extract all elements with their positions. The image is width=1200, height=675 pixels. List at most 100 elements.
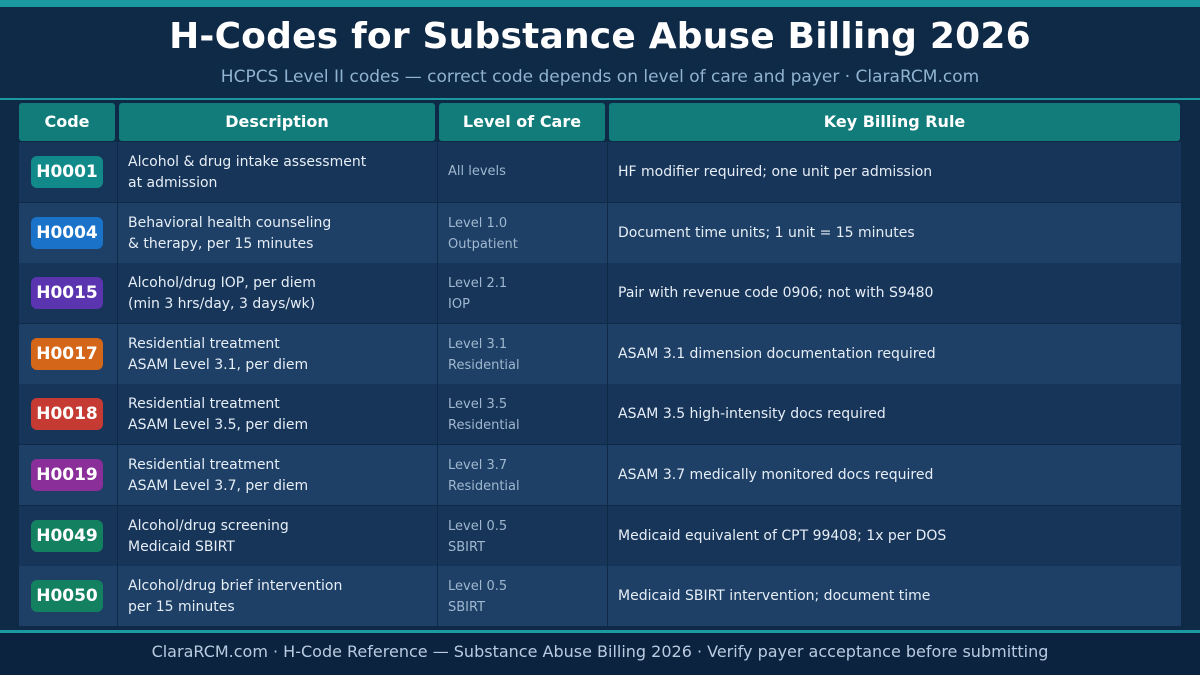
level-line-1: Level 2.1	[448, 276, 508, 291]
description-line-2: ASAM Level 3.1, per diem	[128, 357, 309, 373]
description-cell: Residential treatment ASAM Level 3.1, per…	[128, 334, 428, 376]
table-row: H0018 Residential treatment ASAM Level 3.5…	[19, 384, 1181, 444]
column-separator	[607, 324, 608, 384]
code-badge: H0017	[31, 338, 103, 370]
column-separator	[437, 263, 438, 323]
level-line-2: Residential	[448, 358, 520, 373]
column-separator	[607, 566, 608, 626]
column-separator	[437, 142, 438, 202]
level-of-care-cell: Level 0.5 SBIRT	[448, 576, 598, 618]
table-row: H0001 Alcohol & drug intake assessment at …	[19, 142, 1181, 202]
column-separator	[437, 203, 438, 263]
code-badge: H0001	[31, 156, 103, 188]
column-separator	[607, 506, 608, 566]
code-badge: H0019	[31, 459, 103, 491]
level-of-care-cell: Level 1.0 Outpatient	[448, 213, 598, 255]
footer-divider	[0, 630, 1200, 633]
level-of-care-cell: Level 0.5 SBIRT	[448, 516, 598, 558]
description-line-1: Residential treatment	[128, 336, 280, 352]
column-separator	[117, 506, 118, 566]
code-badge: H0050	[31, 580, 103, 612]
description-line-1: Alcohol/drug brief intervention	[128, 578, 343, 594]
description-cell: Alcohol/drug IOP, per diem (min 3 hrs/day…	[128, 273, 428, 315]
level-of-care-cell: Level 2.1 IOP	[448, 273, 598, 315]
description-line-1: Alcohol/drug screening	[128, 518, 289, 534]
description-cell: Residential treatment ASAM Level 3.5, per…	[128, 394, 428, 436]
table-row: H0017 Residential treatment ASAM Level 3.1…	[19, 324, 1181, 384]
code-badge: H0018	[31, 398, 103, 430]
table-row: H0050 Alcohol/drug brief intervention per …	[19, 566, 1181, 626]
description-line-2: ASAM Level 3.7, per diem	[128, 478, 309, 494]
description-cell: Alcohol & drug intake assessment at admis…	[128, 152, 428, 194]
column-separator	[117, 203, 118, 263]
billing-rule-cell: ASAM 3.1 dimension documentation require…	[618, 346, 936, 362]
column-separator	[117, 566, 118, 626]
description-line-2: per 15 minutes	[128, 599, 235, 615]
level-line-1: Level 0.5	[448, 579, 508, 594]
column-separator	[437, 445, 438, 505]
level-line-2: SBIRT	[448, 540, 486, 555]
level-line-2: IOP	[448, 297, 470, 312]
description-line-2: & therapy, per 15 minutes	[128, 236, 314, 252]
description-line-2: Medicaid SBIRT	[128, 539, 235, 555]
column-separator	[607, 203, 608, 263]
column-separator	[437, 324, 438, 384]
table-row: H0049 Alcohol/drug screening Medicaid SBIR…	[19, 506, 1181, 566]
column-separator	[437, 384, 438, 444]
column-separator	[437, 506, 438, 566]
header-divider	[0, 98, 1200, 100]
description-cell: Residential treatment ASAM Level 3.7, per…	[128, 455, 428, 497]
column-separator	[117, 384, 118, 444]
code-badge: H0049	[31, 520, 103, 552]
table-row: H0004 Behavioral health counseling & thera…	[19, 203, 1181, 263]
top-accent-bar	[0, 0, 1200, 7]
level-line-1: Level 3.1	[448, 337, 508, 352]
description-line-2: ASAM Level 3.5, per diem	[128, 417, 309, 433]
column-separator	[607, 384, 608, 444]
table-row: H0019 Residential treatment ASAM Level 3.7…	[19, 445, 1181, 505]
level-line-2: Outpatient	[448, 237, 518, 252]
billing-rule-cell: ASAM 3.7 medically monitored docs requir…	[618, 467, 934, 483]
level-of-care-cell: Level 3.7 Residential	[448, 455, 598, 497]
level-line-1: Level 3.7	[448, 458, 508, 473]
code-badge: H0015	[31, 277, 103, 309]
column-header-key-billing-rule: Key Billing Rule	[609, 103, 1180, 141]
code-badge: H0004	[31, 217, 103, 249]
billing-rule-cell: Medicaid SBIRT intervention; document ti…	[618, 588, 931, 604]
level-line-1: Level 0.5	[448, 519, 508, 534]
description-line-1: Alcohol & drug intake assessment	[128, 154, 367, 170]
level-of-care-cell: Level 3.1 Residential	[448, 334, 598, 376]
column-separator	[117, 445, 118, 505]
column-separator	[117, 263, 118, 323]
column-separator	[117, 324, 118, 384]
description-line-2: (min 3 hrs/day, 3 days/wk)	[128, 296, 316, 312]
billing-rule-cell: Medicaid equivalent of CPT 99408; 1x per…	[618, 528, 947, 544]
description-cell: Alcohol/drug screening Medicaid SBIRT	[128, 516, 428, 558]
footer-text: ClaraRCM.com · H-Code Reference — Substa…	[151, 642, 1049, 661]
billing-rule-cell: Document time units; 1 unit = 15 minutes	[618, 225, 915, 241]
column-header-level-of-care: Level of Care	[439, 103, 605, 141]
footer-bar	[0, 633, 1200, 675]
level-line-2: Residential	[448, 479, 520, 494]
description-line-2: at admission	[128, 175, 218, 191]
page-title: H-Codes for Substance Abuse Billing 2026	[169, 16, 1031, 57]
description-line-1: Residential treatment	[128, 457, 280, 473]
description-line-1: Alcohol/drug IOP, per diem	[128, 275, 316, 291]
description-cell: Alcohol/drug brief intervention per 15 mi…	[128, 576, 428, 618]
table-row: H0015 Alcohol/drug IOP, per diem (min 3 hr…	[19, 263, 1181, 323]
page-subtitle: HCPCS Level II codes — correct code depe…	[220, 67, 980, 87]
level-line-1: Level 3.5	[448, 397, 508, 412]
column-separator	[607, 445, 608, 505]
billing-rule-cell: HF modifier required; one unit per admis…	[618, 164, 933, 180]
billing-rule-cell: ASAM 3.5 high-intensity docs required	[618, 406, 886, 422]
column-separator	[117, 142, 118, 202]
level-of-care-cell: Level 3.5 Residential	[448, 394, 598, 436]
level-of-care-cell: All levels	[448, 161, 598, 182]
level-line-2: SBIRT	[448, 600, 486, 615]
column-separator	[607, 142, 608, 202]
description-cell: Behavioral health counseling & therapy, p…	[128, 213, 428, 255]
column-header-code: Code	[19, 103, 115, 141]
level-line-1: Level 1.0	[448, 216, 508, 231]
column-separator	[437, 566, 438, 626]
column-header-description: Description	[119, 103, 435, 141]
